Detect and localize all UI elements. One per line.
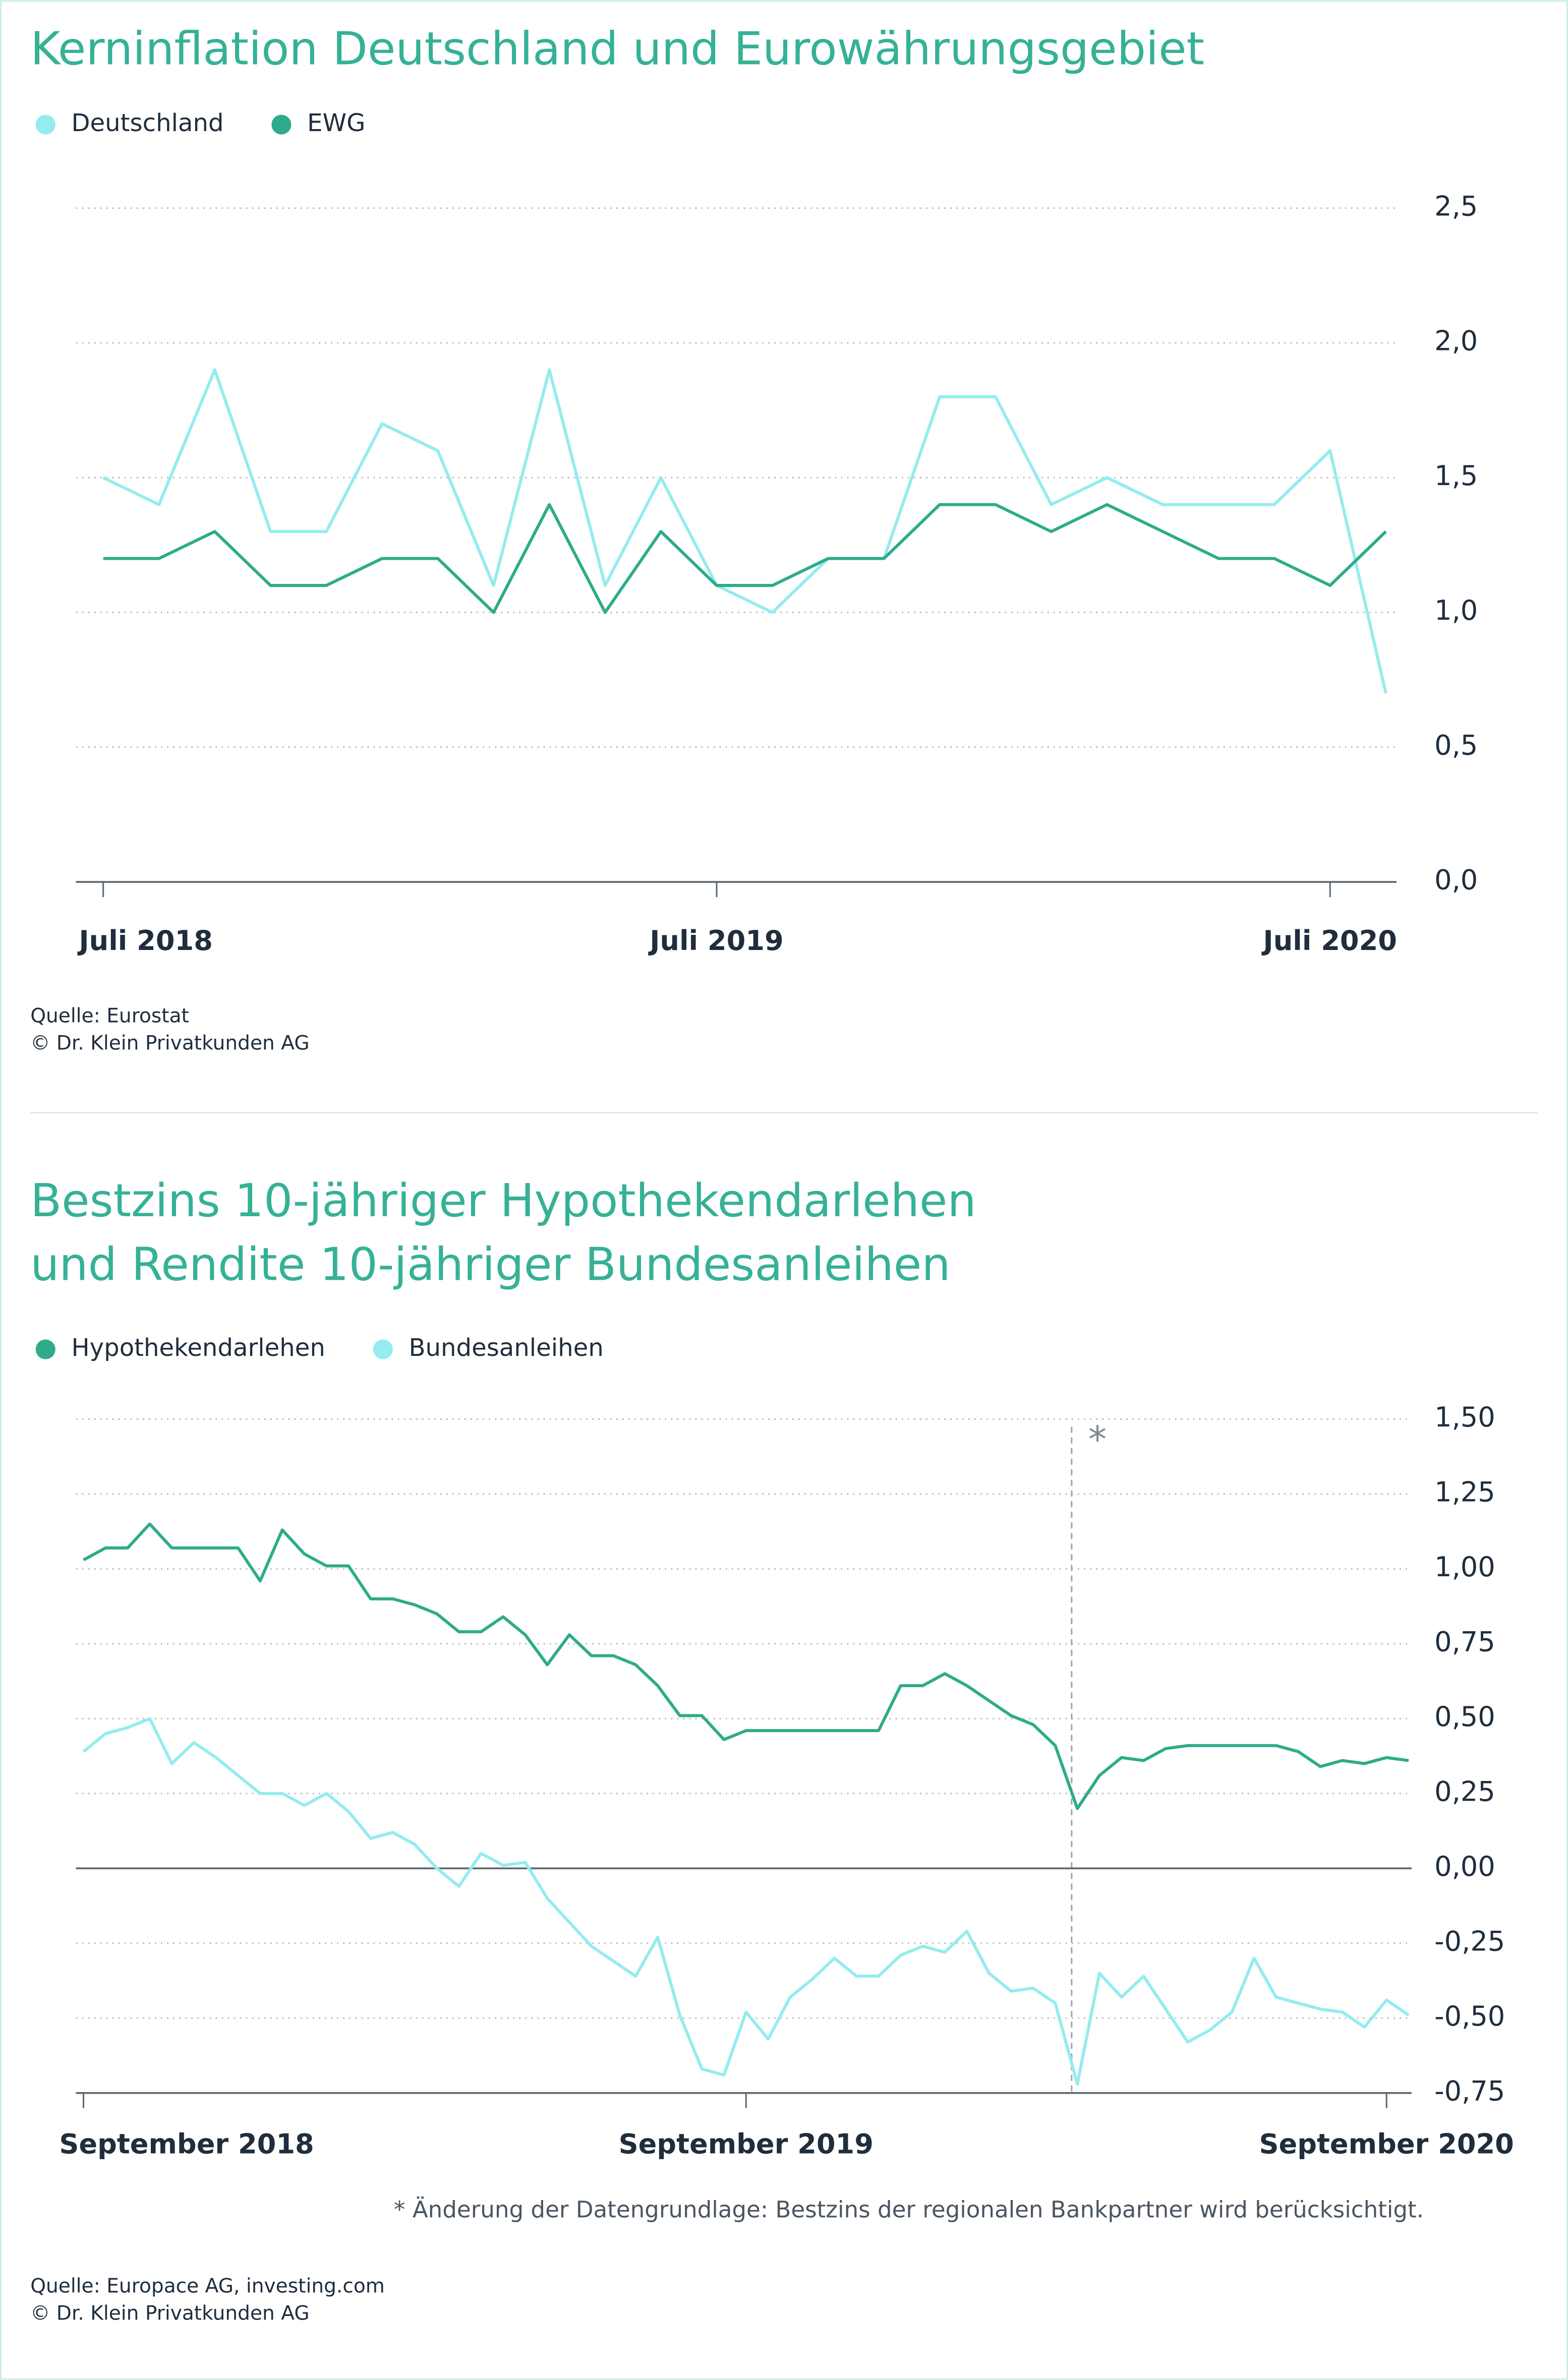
legend-marker [271, 114, 292, 135]
source: Quelle: Eurostat [30, 1004, 189, 1027]
x-tick-label: September 2019 [619, 2128, 874, 2160]
y-tick-label: 0,5 [1434, 729, 1478, 761]
x-tick-label: Juli 2020 [1261, 925, 1397, 957]
legend-marker [35, 1339, 55, 1359]
annotation: * [1088, 1419, 1107, 1461]
legend-label: Deutschland [71, 109, 223, 137]
y-tick-label: 1,00 [1434, 1551, 1495, 1583]
legend-label: Bundesanleihen [409, 1334, 603, 1362]
y-tick-label: 0,50 [1434, 1701, 1495, 1733]
y-tick-label: -0,25 [1434, 1925, 1505, 1957]
y-tick-label: 2,0 [1434, 325, 1478, 357]
line-series [82, 1717, 1410, 2086]
legend-label: Hypothekendarlehen [71, 1334, 325, 1362]
y-tick-label: -0,75 [1434, 2075, 1505, 2107]
y-tick-label: 1,25 [1434, 1476, 1495, 1508]
legend-marker [373, 1339, 393, 1359]
chart-title: und Rendite 10-jähriger Bundesanleihen [30, 1238, 950, 1291]
source: © Dr. Klein Privatkunden AG [30, 2302, 309, 2325]
x-tick-label: Juli 2019 [648, 925, 783, 957]
y-tick-label: -0,50 [1434, 2000, 1505, 2032]
source: © Dr. Klein Privatkunden AG [30, 1032, 309, 1055]
y-tick-label: 0,25 [1434, 1775, 1495, 1807]
line-series [83, 1522, 1409, 1810]
y-tick-label: 2,5 [1434, 190, 1478, 222]
chart-title: Kerninflation Deutschland und Eurowährun… [30, 23, 1204, 76]
legend-marker [35, 114, 55, 135]
y-tick-label: 0,00 [1434, 1851, 1495, 1882]
y-tick-label: 1,50 [1434, 1401, 1495, 1433]
y-tick-label: 0,0 [1434, 864, 1478, 896]
chart-title: Bestzins 10-jähriger Hypothekendarlehen [30, 1174, 976, 1227]
source: Quelle: Europace AG, investing.com [30, 2275, 385, 2297]
x-tick-label: Juli 2018 [77, 925, 213, 957]
line-series [102, 368, 1387, 694]
y-tick-label: 1,5 [1434, 460, 1478, 492]
legend-label: EWG [307, 109, 365, 137]
x-tick-label: September 2018 [59, 2128, 314, 2160]
line-series [103, 503, 1387, 614]
x-tick-label: September 2020 [1259, 2128, 1514, 2160]
footnote: * Änderung der Datengrundlage: Bestzins … [394, 2196, 1424, 2223]
y-tick-label: 0,75 [1434, 1626, 1495, 1658]
y-tick-label: 1,0 [1434, 594, 1478, 626]
